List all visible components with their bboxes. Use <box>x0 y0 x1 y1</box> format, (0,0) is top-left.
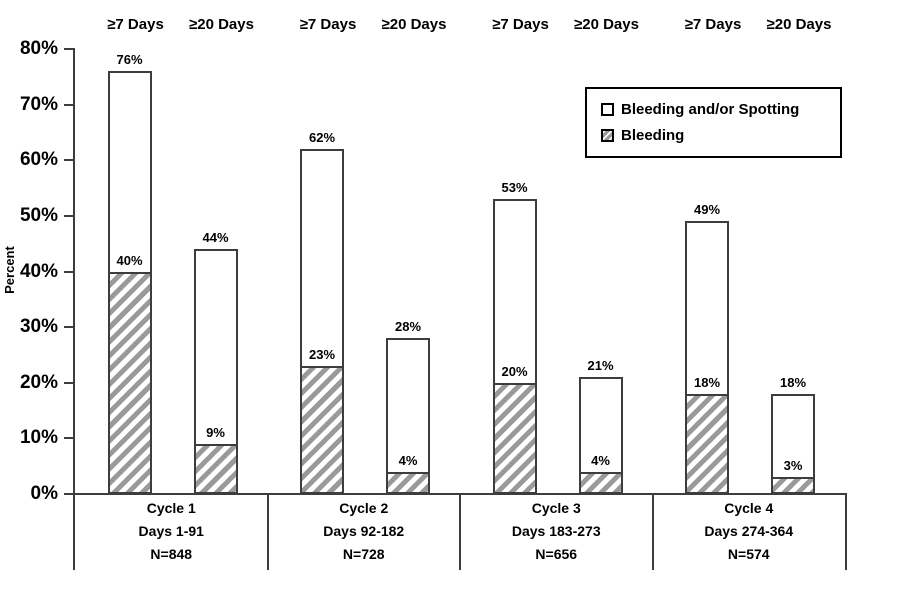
bar-total-label: 21% <box>587 358 614 374</box>
y-tick <box>64 493 75 495</box>
bar-bleeding-label: 4% <box>398 452 418 468</box>
y-tick <box>64 270 75 273</box>
bar-total <box>386 338 430 494</box>
legend-label-bleeding-and-or-spotting: Bleeding and/or Spotting <box>621 101 800 118</box>
group-n-label: N=656 <box>535 546 578 562</box>
y-tick-label: 30% <box>19 316 58 338</box>
bar-bleeding-label: 40% <box>116 252 143 268</box>
bar-bleeding <box>578 471 623 494</box>
bar-bleeding-label: 3% <box>783 458 803 474</box>
legend-item-bleeding-and-or-spotting: Bleeding and/or Spotting <box>601 101 826 118</box>
bar-bleeding <box>300 366 344 494</box>
bar-bleeding <box>771 477 815 494</box>
group-cycle-label: Cycle 2 <box>339 500 389 516</box>
group-cycle-label: Cycle 1 <box>146 500 196 516</box>
group-days-label: Days 92-182 <box>323 523 405 539</box>
group-n-label: N=848 <box>150 546 193 562</box>
column-header: ≥7 Days <box>107 16 164 33</box>
bar-bleeding <box>193 443 238 494</box>
legend: Bleeding and/or Spotting Bleeding <box>585 87 842 158</box>
bar-bleeding-label: 4% <box>591 452 610 468</box>
bar-bleeding <box>386 471 430 494</box>
group-n-label: N=574 <box>727 546 770 562</box>
bar-total-label: 62% <box>308 130 336 146</box>
y-tick <box>64 437 75 440</box>
y-tick-label: 60% <box>19 149 58 171</box>
group-n-label: N=728 <box>342 546 385 562</box>
group-separator <box>459 494 461 570</box>
bar-bleeding-label: 9% <box>206 424 225 440</box>
y-tick <box>64 48 75 50</box>
bar-bleeding-label: 18% <box>693 374 721 390</box>
group-separator <box>651 494 654 570</box>
group-days-label: Days 274-364 <box>704 523 794 539</box>
group-cycle-label: Cycle 3 <box>531 500 581 516</box>
column-header: ≥20 Days <box>381 16 447 33</box>
y-tick-label: 10% <box>19 427 58 449</box>
legend-label-bleeding: Bleeding <box>621 127 685 144</box>
column-header: ≥20 Days <box>189 16 254 33</box>
legend-item-bleeding: Bleeding <box>601 127 826 144</box>
y-tick-label: 70% <box>19 93 58 115</box>
y-tick <box>64 159 75 162</box>
bar-total-label: 28% <box>394 319 422 335</box>
y-tick-label: 50% <box>19 204 58 226</box>
bar-total-label: 18% <box>779 374 807 390</box>
group-cycle-label: Cycle 4 <box>724 500 774 516</box>
column-header: ≥7 Days <box>684 16 742 33</box>
group-days-label: Days 1-91 <box>138 523 204 539</box>
bar-total-label: 76% <box>116 52 143 68</box>
column-header: ≥7 Days <box>299 16 357 33</box>
y-tick-label: 20% <box>19 371 58 393</box>
bar-bleeding-label: 20% <box>501 363 528 379</box>
y-axis-line <box>73 48 75 570</box>
column-header: ≥20 Days <box>574 16 639 33</box>
bar-total-label: 53% <box>501 180 528 196</box>
y-tick <box>64 326 75 329</box>
y-tick <box>64 103 75 106</box>
bar-total-label: 49% <box>693 202 721 218</box>
bar-bleeding <box>685 393 729 494</box>
y-tick-label: 40% <box>19 260 58 282</box>
legend-swatch-hatched-icon <box>601 129 614 142</box>
group-days-label: Days 183-273 <box>511 523 601 539</box>
y-tick <box>64 381 75 384</box>
group-separator <box>266 494 269 570</box>
y-tick <box>64 214 75 217</box>
y-tick-label: 0% <box>30 483 58 504</box>
x-axis-right-edge <box>845 494 847 570</box>
bar-bleeding <box>107 271 152 494</box>
y-tick-label: 80% <box>19 38 58 59</box>
column-header: ≥20 Days <box>766 16 832 33</box>
bar-bleeding <box>492 382 537 494</box>
bar-bleeding-label: 23% <box>308 347 336 363</box>
bar-total-label: 44% <box>202 230 229 246</box>
column-header: ≥7 Days <box>492 16 549 33</box>
legend-swatch-white-icon <box>601 103 614 116</box>
